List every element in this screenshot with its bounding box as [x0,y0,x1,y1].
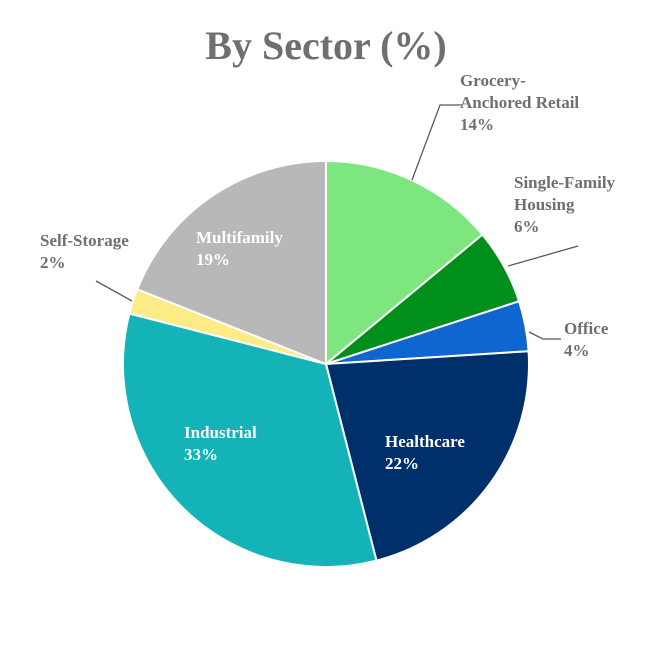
slice-label-office: Office 4% [564,319,609,360]
slice-label-multifamily: Multifamily 19% [196,228,283,269]
chart-title: By Sector (%) [205,23,447,68]
slice-label-single-family-housing: Single-Family Housing 6% [514,173,616,236]
leader-lines [95,104,579,340]
slice-label-line: Self-Storage [40,231,129,250]
slice-label-line: Grocery- [460,71,526,90]
slice-label-line: 22% [385,454,419,473]
slice-labels: Grocery- Anchored Retail 14% Single-Family H… [40,71,616,473]
slice-label-line: Single-Family [514,173,616,192]
leader-line-grocery-anchored-retail [411,104,462,181]
slice-label-line: Office [564,319,609,338]
slice-label-line: 33% [184,445,218,464]
pie-slice-grocery-anchored-retail [325,159,484,367]
slice-label-line: 6% [514,217,540,236]
slice-label-line: Multifamily [196,228,283,247]
slice-label-line: 2% [40,253,66,272]
slice-label-healthcare: Healthcare 22% [385,432,465,473]
slice-label-grocery-anchored-retail: Grocery- Anchored Retail 14% [460,71,579,134]
leader-line-office [528,331,561,340]
slice-label-line: Anchored Retail [460,93,579,112]
slice-label-line: 14% [460,115,494,134]
pie-slices [122,159,530,568]
leader-line-single-family-housing [507,245,579,267]
pie-slice-healthcare [324,350,530,562]
pie-slice-industrial [122,312,378,568]
leader-line-self-storage [95,280,133,302]
slice-label-industrial: Industrial 33% [184,423,257,464]
slice-label-line: Healthcare [385,432,465,451]
slice-label-self-storage: Self-Storage 2% [40,231,129,272]
slice-label-line: Industrial [184,423,257,442]
slice-label-line: 19% [196,250,230,269]
pie-slice-multifamily [135,159,327,366]
slice-label-line: 4% [564,341,590,360]
slice-label-line: Housing [514,195,575,214]
